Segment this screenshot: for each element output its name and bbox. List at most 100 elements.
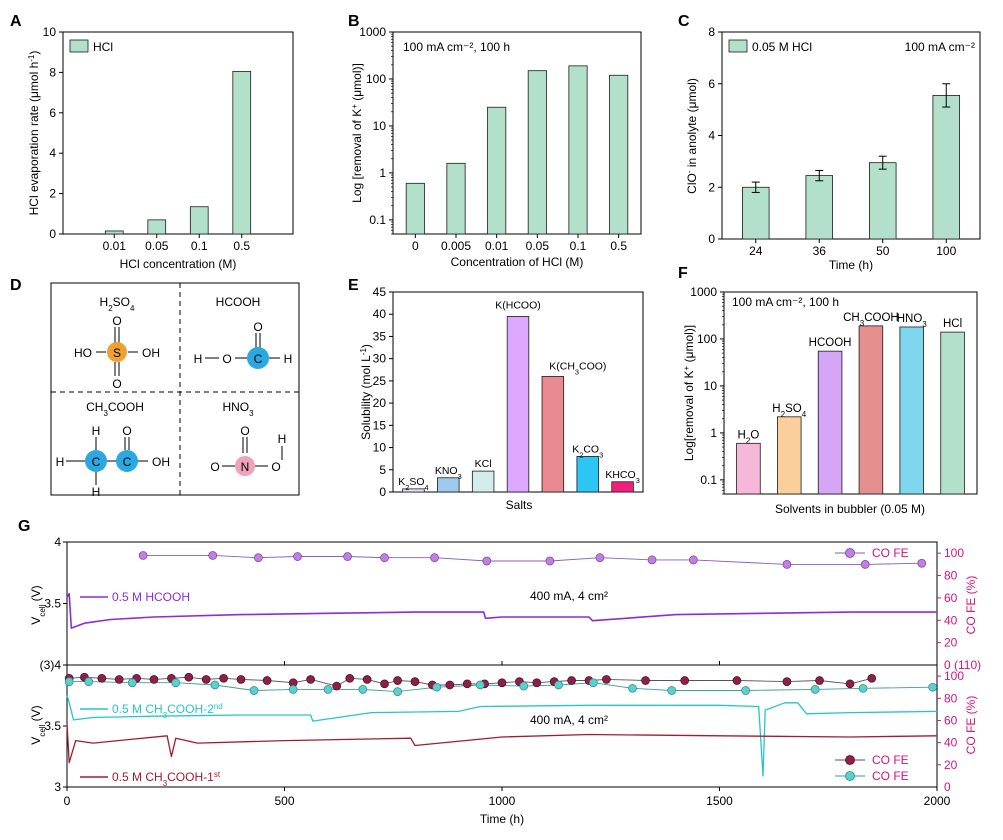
panel-c-bars <box>742 83 960 240</box>
panel-f: F 0.1 1 10 100 1000 H2O H2SO4 HCOOH CH3COOHHNO3… <box>678 265 978 516</box>
molecule-ch3cooh: CH3COOH C C H H H O OH <box>56 400 170 499</box>
ch3cooh-1st-fe-marker <box>462 679 472 689</box>
bar-label: HNO3 <box>897 313 928 329</box>
panel-label-d: D <box>10 277 22 294</box>
panel-c-legend-swatch <box>728 39 748 53</box>
panel-c-x-ticks: 24 36 50 100 <box>749 239 957 258</box>
bar <box>736 442 761 495</box>
ch3cooh-2nd-fe-marker <box>588 678 598 688</box>
carbon-atom-2 <box>116 450 138 472</box>
ch3cooh-1st-fe-marker <box>867 673 877 683</box>
panel-c-annotation: 100 mA cm⁻² <box>905 40 975 54</box>
bar-label: K(HCOO) <box>495 299 541 311</box>
fe-tick-label-zero: 0 <box>944 780 951 794</box>
bar-label: KCl <box>475 458 492 470</box>
atom-h-top: H <box>92 424 101 438</box>
ch3cooh-title: CH3COOH <box>86 400 144 418</box>
atom-o-top: O <box>112 314 121 328</box>
panel-a-bars <box>104 70 252 235</box>
panel-g-ticks: 0 500 1000 1500 200043.5(3)43.53204060801000… <box>40 535 981 808</box>
bar <box>742 186 770 240</box>
atom-h-right: H <box>284 352 293 366</box>
bottom-legend-label-2: CO FE <box>872 769 909 783</box>
x-tick-label: 0.1 <box>570 239 587 253</box>
y-tick-label: 35 <box>373 329 387 343</box>
h2so4-title: H2SO4 <box>100 295 135 313</box>
ch3cooh-1st-fe-marker <box>641 676 650 685</box>
y-tick-label: 5 <box>379 463 386 477</box>
ch3cooh-1st-fe-marker <box>410 677 420 686</box>
atom-oh: OH <box>152 455 170 469</box>
fe-tick-label: 100 <box>944 546 964 560</box>
molecule-h2so4: H2SO4 S O O HO OH <box>74 295 160 391</box>
bar <box>189 206 209 235</box>
ch3cooh-2nd-fe-marker <box>858 683 868 693</box>
panel-label-g: G <box>18 518 30 535</box>
atom-ho: HO <box>74 346 92 360</box>
ch3cooh-2nd-fe-marker <box>323 685 333 694</box>
panel-g-lines <box>66 554 938 777</box>
bar <box>437 477 460 493</box>
y-tick-label: 0.1 <box>369 213 386 227</box>
panel-label-a: A <box>10 13 22 30</box>
ch3cooh-1st-fe-marker <box>732 676 742 685</box>
panel-e: E 0 5 10 15 20 25 30 35 40 45 K2SO4 KNO3 KCl K(HCOO)… <box>348 277 644 512</box>
x-tick-label: 0.005 <box>441 239 471 253</box>
ch3cooh-2nd-fe-marker <box>519 681 529 691</box>
ch3cooh-2nd-fe-marker <box>84 677 94 686</box>
ch3cooh-1st-fe-marker <box>306 675 315 684</box>
y-tick-label: 8 <box>49 65 56 79</box>
panel-e-x-label: Salts <box>506 498 533 512</box>
ch3cooh-2nd-fe-marker <box>127 678 137 688</box>
y-tick-label: 0 <box>708 232 715 246</box>
bar-label: K2SO4 <box>398 476 428 492</box>
bottom-legend-marker-1 <box>845 755 855 765</box>
x-tick-label: 36 <box>813 244 827 258</box>
fe-tick-label: 20 <box>944 758 958 772</box>
x-tick-label: 0.01 <box>103 239 127 253</box>
ch3cooh-1st-fe-marker <box>380 679 389 689</box>
y-tick-label: 4 <box>49 146 56 160</box>
bar <box>471 470 495 493</box>
bar <box>104 230 124 235</box>
ch3cooh-2nd-fe-marker <box>628 683 637 693</box>
bar <box>506 316 530 493</box>
hcooh-fe-marker <box>380 553 389 563</box>
panel-g: G 0 500 1000 1500 200043.5(3)43.532040608010… <box>18 518 981 826</box>
atom-n: N <box>241 460 250 474</box>
panel-g-bottom-annotation: 400 mA, 4 cm² <box>530 713 608 727</box>
panel-label-c: C <box>678 13 690 30</box>
hcooh-fe-marker <box>782 560 792 569</box>
x-tick-label: 0.1 <box>191 239 208 253</box>
ch3cooh-1st-fe-marker <box>782 677 792 686</box>
panel-c-legend-label: 0.05 M HCl <box>752 40 812 54</box>
bar-label: K2CO3 <box>572 443 603 459</box>
y-tick-label: 3.5 <box>44 719 61 733</box>
panel-a-x-label: HCl concentration (M) <box>120 257 237 271</box>
y-tick-label: 0 <box>49 227 56 241</box>
y-tick-label: 1 <box>379 166 386 180</box>
y-tick-label: 45 <box>373 285 387 299</box>
panel-e-y-ticks: 0 5 10 15 20 25 30 35 40 45 <box>373 285 393 499</box>
panel-f-annotation: 100 mA cm⁻², 100 h <box>732 295 839 309</box>
atom-o-top: O <box>253 320 262 334</box>
bar-label: K(CH3COO) <box>549 360 606 376</box>
panel-g-markers <box>64 551 938 696</box>
bar-label: KHCO3 <box>605 469 639 485</box>
ch3cooh-1st-fe-marker <box>201 675 211 684</box>
x-tick-label: 50 <box>876 244 890 258</box>
ch3cooh-2nd-fe-marker <box>432 682 442 692</box>
panel-b-x-label: Concentration of HCl (M) <box>451 255 584 269</box>
top-legend-label: CO FE <box>872 546 909 560</box>
ch3cooh-1st-fe-marker <box>567 676 576 685</box>
ch3cooh-1st-series-label: 0.5 M CH3COOH-1st <box>112 770 221 788</box>
atom-o-top: O <box>240 424 249 438</box>
bar <box>805 175 833 240</box>
y-tick-label: 0.1 <box>700 473 717 487</box>
bar <box>817 350 843 495</box>
ch3cooh-1st-fe-marker <box>680 676 690 685</box>
y-tick-label: 100 <box>366 72 386 86</box>
panel-b-y-label: Log [removal of K+ (μmol)] <box>350 63 365 203</box>
top-legend-marker <box>845 548 855 558</box>
